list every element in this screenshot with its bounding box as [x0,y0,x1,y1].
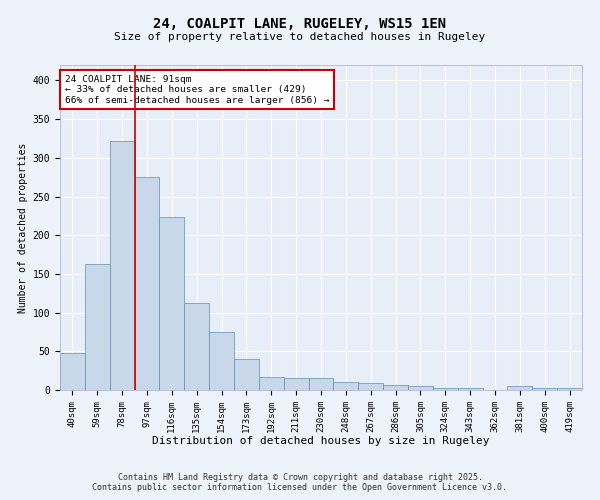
Bar [358,383,383,390]
Text: 24, COALPIT LANE, RUGELEY, WS15 1EN: 24, COALPIT LANE, RUGELEY, WS15 1EN [154,18,446,32]
X-axis label: Distribution of detached houses by size in Rugeley: Distribution of detached houses by size … [152,436,490,446]
Bar [433,388,458,390]
Text: Size of property relative to detached houses in Rugeley: Size of property relative to detached ho… [115,32,485,42]
Bar [408,386,433,390]
Bar [184,302,209,390]
Bar [383,384,408,390]
Bar [334,382,358,390]
Bar [557,388,582,390]
Bar [160,218,184,390]
Text: 24 COALPIT LANE: 91sqm
← 33% of detached houses are smaller (429)
66% of semi-de: 24 COALPIT LANE: 91sqm ← 33% of detached… [65,74,330,104]
Bar [284,378,308,390]
Bar [110,141,134,390]
Bar [134,177,160,390]
Y-axis label: Number of detached properties: Number of detached properties [19,142,28,312]
Bar [458,388,482,390]
Bar [60,353,85,390]
Bar [532,388,557,390]
Bar [209,332,234,390]
Bar [259,377,284,390]
Bar [308,378,334,390]
Bar [508,386,532,390]
Text: Contains HM Land Registry data © Crown copyright and database right 2025.
Contai: Contains HM Land Registry data © Crown c… [92,473,508,492]
Bar [234,359,259,390]
Bar [85,264,110,390]
